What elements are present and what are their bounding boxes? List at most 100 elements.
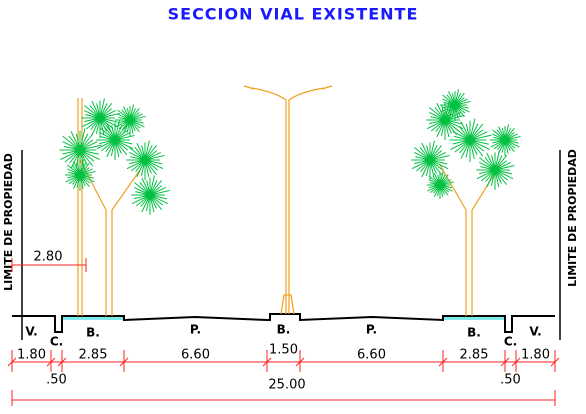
frond [504, 139, 515, 153]
frond [62, 149, 81, 155]
frond [67, 164, 81, 176]
frond [99, 139, 116, 145]
frond [436, 119, 446, 138]
frond [439, 181, 454, 186]
frond [429, 145, 438, 161]
frond [494, 161, 511, 171]
frond [129, 119, 145, 128]
zone-width: .50 [46, 373, 67, 388]
frond [449, 139, 471, 150]
frond [79, 149, 94, 167]
zone-label: C. [504, 335, 517, 349]
frond [429, 159, 449, 170]
frond [469, 131, 488, 141]
dim-slash [438, 357, 448, 367]
frond [134, 182, 151, 196]
frond [114, 139, 129, 151]
frond [144, 140, 150, 161]
frond [134, 186, 151, 196]
frond [69, 149, 81, 164]
frond [144, 159, 163, 165]
frond [114, 130, 128, 141]
frond [493, 139, 506, 150]
frond [459, 139, 471, 154]
frond [491, 155, 496, 171]
frond [149, 175, 155, 196]
frond [89, 104, 101, 119]
frond [117, 109, 131, 121]
frond [86, 117, 101, 130]
frond [146, 180, 151, 196]
frond [144, 159, 158, 175]
frond [439, 171, 444, 186]
frond [469, 134, 492, 141]
frond [144, 159, 150, 178]
frond [149, 185, 163, 196]
frond [79, 162, 90, 176]
frond [95, 117, 101, 134]
frond [67, 168, 81, 176]
frond [118, 119, 131, 130]
frond [96, 103, 101, 119]
frond [99, 117, 114, 129]
zone-label: C. [50, 335, 63, 349]
zone-width: 1.80 [17, 348, 46, 363]
frond [490, 169, 496, 186]
frond [91, 117, 101, 136]
frond [469, 118, 476, 141]
frond [141, 177, 151, 196]
frond [469, 139, 478, 156]
frond [452, 125, 471, 141]
frond [494, 165, 515, 171]
frond [420, 159, 431, 173]
frond [419, 146, 431, 161]
frond [144, 159, 164, 170]
frond [484, 156, 496, 171]
frond [480, 166, 496, 171]
frond [444, 119, 450, 138]
frond [149, 194, 169, 205]
frond [448, 104, 456, 119]
dim-slash [119, 357, 129, 367]
zone-width: .50 [500, 373, 521, 388]
frond [414, 159, 431, 165]
frond [415, 156, 431, 161]
frond [115, 119, 131, 128]
zone-width: 2.85 [79, 348, 108, 363]
frond [79, 174, 95, 183]
frond [414, 147, 431, 161]
frond [129, 147, 146, 161]
frond [114, 131, 131, 141]
frond [144, 159, 152, 174]
frond [435, 119, 446, 133]
frond [454, 92, 465, 106]
frond [73, 161, 81, 176]
frond [136, 194, 151, 207]
frond [490, 139, 506, 148]
frond [442, 94, 456, 106]
frond [129, 115, 146, 121]
dim-slash [57, 357, 67, 367]
frond [494, 169, 509, 181]
frond [99, 127, 116, 141]
frond [426, 119, 446, 130]
frond [135, 191, 151, 196]
frond [85, 114, 101, 119]
frond [117, 113, 131, 121]
frond [504, 127, 515, 141]
frond [75, 149, 81, 168]
frond [106, 122, 116, 141]
frond [99, 98, 105, 119]
frond [79, 141, 98, 151]
zone-width: 6.60 [181, 348, 210, 363]
property-limit-left: LIMITE DE PROPIEDAD [2, 153, 15, 291]
frond [434, 106, 446, 121]
frond [469, 139, 485, 152]
frond [494, 150, 500, 171]
frond [443, 104, 456, 115]
frond [465, 139, 471, 158]
frond [492, 133, 506, 141]
frond [498, 126, 506, 141]
frond [430, 116, 446, 121]
